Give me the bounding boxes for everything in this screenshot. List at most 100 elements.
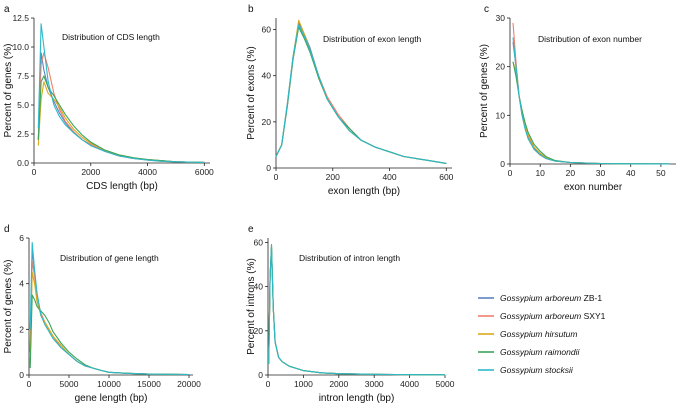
y-tick-label: 10.0 xyxy=(12,42,29,52)
x-tick-label: 4000 xyxy=(400,379,419,389)
series-line xyxy=(268,248,446,376)
panel-letter: e xyxy=(248,224,254,235)
y-tick-label: 5.0 xyxy=(17,100,29,110)
x-tick-label: 15000 xyxy=(137,379,161,389)
x-tick-label: 0 xyxy=(274,172,279,182)
panel-e: e Distribution of intron length 0 20 40 60 0 10… xyxy=(246,224,455,404)
chart-title: Distribution of exon number xyxy=(538,34,642,44)
x-tick-label: 2000 xyxy=(81,167,100,177)
y-tick-label: 0 xyxy=(266,163,271,173)
panel-d: d Distribution of gene length 0 2 4 6 0 5000 100… xyxy=(3,224,201,404)
x-tick-label: 40 xyxy=(626,168,636,178)
x-tick-label: 3000 xyxy=(365,379,384,389)
y-axis-label: Percent of genes (%) xyxy=(3,260,14,354)
series-line xyxy=(37,52,205,163)
series-line xyxy=(29,248,190,376)
series-line xyxy=(37,23,205,163)
series-line xyxy=(37,52,205,163)
y-tick-label: 4 xyxy=(19,279,24,289)
x-tick-label: 5000 xyxy=(436,379,455,389)
y-axis-label: Percent of genes (%) xyxy=(3,44,14,138)
y-axis-label: Percent of introns (%) xyxy=(246,258,257,355)
legend-entry: Gossypium hirsutum xyxy=(478,329,577,339)
x-axis-label: exon length (bp) xyxy=(328,186,400,197)
series-line xyxy=(268,244,446,376)
y-tick-label: 12.5 xyxy=(12,13,29,23)
x-tick-label: 4000 xyxy=(138,167,157,177)
series-line xyxy=(275,26,447,164)
series-line xyxy=(268,246,446,376)
y-axis-label: Percent of exons (%) xyxy=(246,46,257,139)
legend-label: Gossypium stocksii xyxy=(500,365,574,375)
x-axis-label: exon number xyxy=(564,182,623,193)
x-tick-label: 0 xyxy=(27,379,32,389)
y-tick-label: 0 xyxy=(258,370,263,380)
x-tick-label: 10 xyxy=(535,168,545,178)
legend-entry: Gossypium arboreum SXY1 xyxy=(478,311,606,321)
series-line xyxy=(275,24,447,164)
chart-title: Distribution of intron length xyxy=(299,253,400,263)
y-tick-label: 0 xyxy=(19,370,24,380)
panel-letter: d xyxy=(4,224,10,235)
x-tick-label: 50 xyxy=(656,168,666,178)
series-line xyxy=(512,42,671,165)
x-tick-label: 20000 xyxy=(177,379,201,389)
legend-label: Gossypium hirsutum xyxy=(500,329,577,339)
series-line xyxy=(29,242,190,376)
x-tick-label: 10000 xyxy=(97,379,121,389)
chart-title: Distribution of gene length xyxy=(60,253,159,263)
chart-title: Distribution of exon length xyxy=(323,34,422,44)
series-line xyxy=(268,246,446,376)
legend-entry: Gossypium raimondii xyxy=(478,347,580,357)
y-tick-label: 6 xyxy=(19,233,24,243)
y-tick-label: 40 xyxy=(262,71,272,81)
y-tick-label: 0 xyxy=(500,159,505,169)
y-tick-label: 20 xyxy=(262,117,272,127)
x-tick-label: 0 xyxy=(508,168,513,178)
y-tick-label: 10 xyxy=(496,110,506,120)
legend: Gossypium arboreum ZB-1 Gossypium arbore… xyxy=(478,293,606,375)
x-tick-label: 1000 xyxy=(294,379,313,389)
legend-label: Gossypium arboreum SXY1 xyxy=(500,311,606,321)
legend-label: Gossypium arboreum ZB-1 xyxy=(500,293,602,303)
legend-entry: Gossypium arboreum ZB-1 xyxy=(478,293,602,303)
x-tick-label: 2000 xyxy=(329,379,348,389)
y-tick-label: 0.0 xyxy=(17,158,29,168)
panel-letter: a xyxy=(4,4,10,15)
y-tick-label: 20 xyxy=(496,62,506,72)
legend-label: Gossypium raimondii xyxy=(500,347,580,357)
y-axis-label: Percent of genes (%) xyxy=(479,44,490,138)
series-line xyxy=(512,61,671,165)
panel-letter: c xyxy=(484,4,489,15)
series-line xyxy=(275,24,447,164)
series-line xyxy=(512,61,671,165)
x-tick-label: 200 xyxy=(326,172,340,182)
panel-letter: b xyxy=(248,4,254,15)
panel-c: c Distribution of exon number 0 10 20 30 0 10 20… xyxy=(479,4,676,193)
series-line xyxy=(29,260,190,376)
y-tick-label: 2.5 xyxy=(17,129,29,139)
x-tick-label: 400 xyxy=(382,172,396,182)
x-tick-label: 600 xyxy=(439,172,453,182)
x-tick-label: 5000 xyxy=(60,379,79,389)
x-tick-label: 6000 xyxy=(195,167,214,177)
panel-a: a Distribution of CDS length 0.0 2.5 5.0 7.5 1… xyxy=(3,4,214,192)
series-line xyxy=(512,37,671,165)
y-tick-label: 60 xyxy=(254,237,264,247)
x-tick-label: 30 xyxy=(596,168,606,178)
series-line xyxy=(29,294,190,376)
y-tick-label: 2 xyxy=(19,324,24,334)
panel-b: b Distribution of exon length 0 20 40 600 200 4… xyxy=(246,4,454,197)
y-tick-label: 30 xyxy=(496,13,506,23)
x-tick-label: 0 xyxy=(32,167,37,177)
series-line xyxy=(37,75,205,163)
y-tick-label: 20 xyxy=(254,326,264,336)
x-tick-label: 20 xyxy=(566,168,576,178)
x-axis-label: gene length (bp) xyxy=(75,393,148,404)
series-line xyxy=(512,22,671,165)
series-line xyxy=(29,271,190,376)
x-axis-label: intron length (bp) xyxy=(319,393,395,404)
legend-entry: Gossypium stocksii xyxy=(478,365,574,375)
y-tick-label: 40 xyxy=(254,282,264,292)
